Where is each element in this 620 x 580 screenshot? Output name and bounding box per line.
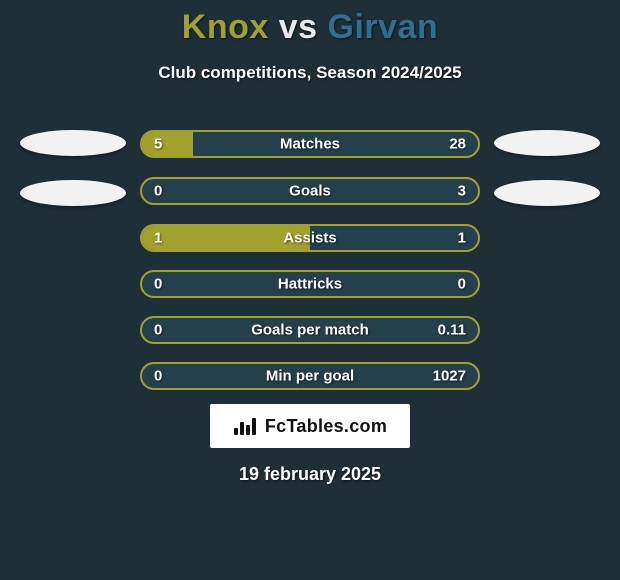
stat-bar: 1 1 Assists [140,224,480,252]
stat-label: Goals per match [251,322,369,339]
branding-text: FcTables.com [265,416,387,437]
stat-row: 1 1 Assists [0,224,620,252]
subtitle: Club competitions, Season 2024/2025 [0,63,620,83]
player-badge [20,130,126,156]
stat-row: 0 1027 Min per goal [0,362,620,390]
date-text: 19 february 2025 [0,464,620,485]
stat-bar: 0 0 Hattricks [140,270,480,298]
stat-right-value: 1 [458,230,466,247]
player-badge [494,180,600,206]
comparison-canvas: Knox vs Girvan Club competitions, Season… [0,0,620,580]
stat-bar: 0 1027 Min per goal [140,362,480,390]
stat-row: 0 3 Goals [0,176,620,206]
stat-right-value: 0 [458,276,466,293]
player-badge [494,130,600,156]
stat-label: Assists [283,230,336,247]
stats-rows: 5 28 Matches 0 3 Goals 1 1 Assists 0 0 Hattricks 0 0.… [0,130,620,390]
stat-left-value: 0 [154,183,162,200]
stat-bar: 0 3 Goals [140,177,480,205]
title-player-right: Girvan [328,8,439,46]
stat-left-value: 5 [154,136,162,153]
title-player-left: Knox [182,8,269,46]
stat-right-value: 1027 [433,368,466,385]
stat-bar: 5 28 Matches [140,130,480,158]
stat-label: Goals [289,183,331,200]
branding-badge: FcTables.com [210,404,410,448]
player-badge [20,180,126,206]
stat-bar: 0 0.11 Goals per match [140,316,480,344]
stat-right-value: 0.11 [438,322,466,339]
stat-right-value: 28 [449,136,466,153]
stat-label: Matches [280,136,340,153]
stat-left-value: 0 [154,276,162,293]
stat-row: 0 0.11 Goals per match [0,316,620,344]
stat-left-value: 0 [154,368,162,385]
title-vs: vs [269,8,328,46]
stat-row: 5 28 Matches [0,130,620,158]
stat-label: Min per goal [266,368,354,385]
stat-row: 0 0 Hattricks [0,270,620,298]
stat-bar-fill [142,132,193,156]
bar-chart-icon [233,416,257,436]
stat-left-value: 1 [154,230,162,247]
stat-label: Hattricks [278,276,342,293]
stat-right-value: 3 [458,183,466,200]
page-title: Knox vs Girvan [0,0,620,47]
stat-left-value: 0 [154,322,162,339]
